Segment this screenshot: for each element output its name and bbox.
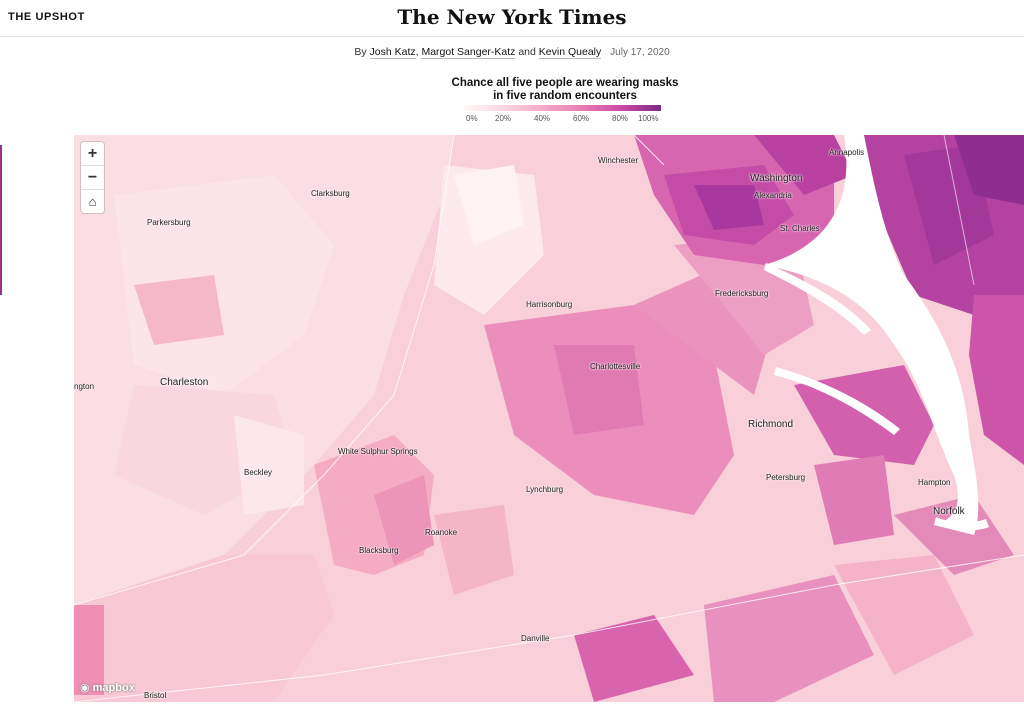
city-label-st-charles: St. Charles	[780, 224, 820, 233]
city-label-lynchburg: Lynchburg	[526, 485, 564, 494]
legend-tick: 60%	[573, 114, 590, 123]
byline-separator: ,	[415, 46, 419, 58]
byline: By Josh Katz, Margot Sanger-Katz and Kev…	[0, 46, 1024, 59]
section-label[interactable]: THE UPSHOT	[8, 11, 85, 23]
map-canvas[interactable]	[74, 135, 1024, 702]
legend-title: Chance all five people are wearing masks…	[0, 77, 1024, 103]
author-link[interactable]: Margot Sanger-Katz	[421, 46, 516, 59]
legend-tick: 20%	[495, 114, 512, 123]
city-label-norfolk: Norfolk	[933, 506, 965, 517]
city-label-danville: Danville	[521, 634, 550, 643]
legend-tick: 100%	[638, 114, 659, 123]
zoom-out-button[interactable]: −	[81, 166, 104, 190]
city-label-petersburg: Petersburg	[766, 473, 806, 482]
legend-tick: 0%	[466, 114, 478, 123]
city-label-beckley: Beckley	[244, 468, 273, 477]
legend-color-scale	[464, 105, 661, 111]
choropleth-map[interactable]: Winchester Annapolis Washington Alexandr…	[74, 135, 1024, 702]
byline-prefix: By	[354, 46, 367, 58]
mapbox-attribution: mapbox	[92, 682, 135, 694]
city-label-fredericksburg: Fredericksburg	[715, 289, 769, 298]
city-label-washington: Washington	[750, 173, 803, 184]
byline-conjunction: and	[518, 46, 536, 58]
author-link[interactable]: Kevin Quealy	[538, 46, 602, 59]
legend-title-line2: in five random encounters	[493, 90, 637, 102]
nyt-logo[interactable]: The New York Times	[397, 5, 627, 29]
zoom-in-button[interactable]: +	[81, 142, 104, 166]
legend-tick: 40%	[534, 114, 551, 123]
legend-title-line1: Chance all five people are wearing masks	[451, 77, 679, 89]
side-bar-accent	[0, 145, 2, 295]
author-link[interactable]: Josh Katz	[369, 46, 416, 59]
top-bar: THE UPSHOT The New York Times	[0, 0, 1024, 37]
city-label-annapolis: Annapolis	[829, 148, 865, 157]
city-label-hampton: Hampton	[918, 478, 951, 487]
publish-date: July 17, 2020	[610, 47, 670, 58]
map-controls: + − ⌂	[81, 142, 104, 213]
city-label-winchester: Winchester	[598, 156, 639, 165]
city-label-bristol: Bristol	[144, 691, 167, 700]
city-label-alexandria: Alexandria	[754, 191, 792, 200]
city-label-white-sulphur-springs: White Sulphur Springs	[338, 447, 418, 456]
city-label-partial: ngton	[74, 382, 95, 391]
city-label-charlottesville: Charlottesville	[590, 362, 641, 371]
mapbox-logo[interactable]: ◉ mapbox	[80, 682, 135, 694]
legend-tick: 80%	[612, 114, 629, 123]
city-label-richmond: Richmond	[748, 419, 794, 430]
city-label-parkersburg: Parkersburg	[147, 218, 191, 227]
city-label-blacksburg: Blacksburg	[359, 546, 399, 555]
city-label-harrisonburg: Harrisonburg	[526, 300, 573, 309]
city-label-charleston: Charleston	[160, 377, 209, 388]
city-label-roanoke: Roanoke	[425, 528, 458, 537]
city-label-clarksburg: Clarksburg	[311, 189, 350, 198]
home-icon[interactable]: ⌂	[88, 194, 97, 209]
